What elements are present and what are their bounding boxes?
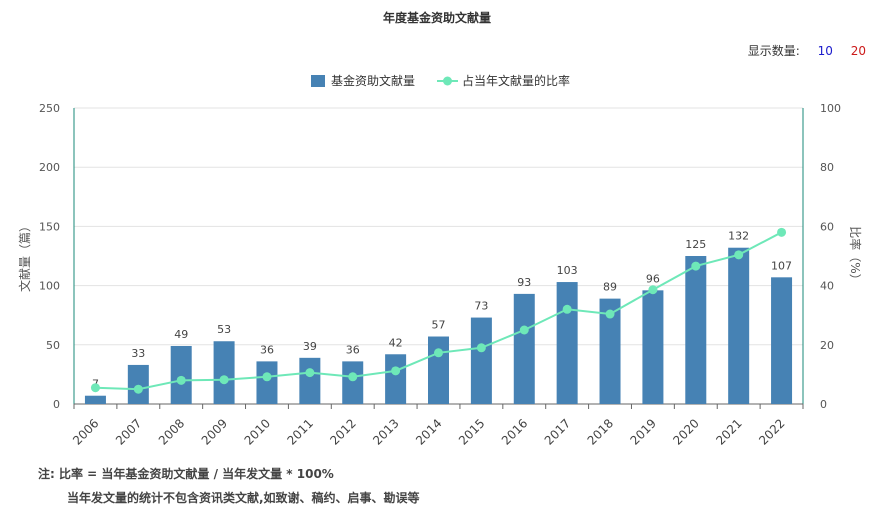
ratio-point bbox=[519, 325, 529, 335]
bar bbox=[385, 354, 407, 404]
bar-data-label: 57 bbox=[432, 319, 446, 332]
bar-data-label: 96 bbox=[646, 272, 660, 285]
ratio-point bbox=[176, 375, 186, 385]
y2-tick-label: 0 bbox=[820, 398, 827, 411]
ratio-point bbox=[262, 372, 272, 382]
bar bbox=[642, 290, 664, 404]
x-tick-label: 2022 bbox=[756, 416, 787, 447]
ratio-point bbox=[90, 383, 100, 393]
bar-data-label: 49 bbox=[174, 328, 188, 341]
bar bbox=[728, 247, 750, 404]
bar bbox=[599, 298, 621, 404]
legend: 基金资助文献量 占当年文献量的比率 bbox=[311, 73, 570, 88]
x-tick-label: 2021 bbox=[713, 416, 744, 447]
bar-data-label: 39 bbox=[303, 340, 317, 353]
legend-swatch-bar bbox=[311, 75, 325, 87]
bar-data-label: 107 bbox=[771, 259, 792, 272]
bar bbox=[84, 395, 106, 404]
x-tick-label: 2019 bbox=[628, 416, 659, 447]
bar bbox=[771, 277, 793, 404]
bar bbox=[513, 293, 535, 404]
bar bbox=[470, 317, 492, 404]
x-tick-label: 2010 bbox=[242, 416, 273, 447]
y2-tick-label: 20 bbox=[820, 339, 834, 352]
x-tick-label: 2018 bbox=[585, 416, 616, 447]
y2-tick-label: 100 bbox=[820, 102, 841, 115]
x-tick-label: 2009 bbox=[199, 416, 230, 447]
ratio-point bbox=[476, 343, 486, 353]
y-tick-label: 250 bbox=[39, 102, 60, 115]
x-tick-label: 2008 bbox=[156, 416, 187, 447]
chart-title: 年度基金资助文献量 bbox=[382, 11, 491, 25]
bar bbox=[556, 282, 578, 404]
bar-data-label: 89 bbox=[603, 281, 617, 294]
bar bbox=[213, 341, 235, 404]
ratio-point bbox=[391, 366, 401, 376]
line-series bbox=[90, 227, 787, 394]
ratio-point bbox=[219, 375, 229, 385]
x-tick-label: 2013 bbox=[370, 416, 401, 447]
bar-data-label: 73 bbox=[474, 300, 488, 313]
legend-label-bar: 基金资助文献量 bbox=[331, 73, 415, 88]
bar bbox=[127, 364, 149, 404]
x-tick-label: 2014 bbox=[413, 416, 444, 447]
y-tick-label: 200 bbox=[39, 161, 60, 174]
x-tick-label: 2011 bbox=[284, 416, 315, 447]
bar-data-label: 93 bbox=[517, 276, 531, 289]
x-tick-label: 2012 bbox=[327, 416, 358, 447]
y-tick-label: 50 bbox=[46, 339, 60, 352]
display-count-selector: 显示数量: 10 20 bbox=[748, 42, 866, 59]
ratio-point bbox=[434, 348, 443, 358]
display-count-label: 显示数量: bbox=[747, 44, 800, 58]
x-tick-label: 2020 bbox=[670, 416, 701, 447]
grid-lines bbox=[74, 107, 803, 346]
bar-series bbox=[84, 247, 793, 404]
bar-data-label: 42 bbox=[389, 336, 403, 349]
legend-label-line: 占当年文献量的比率 bbox=[462, 73, 570, 88]
x-tick-label: 2007 bbox=[113, 416, 144, 447]
bar bbox=[685, 256, 707, 404]
y2-tick-label: 80 bbox=[820, 161, 834, 174]
ratio-point bbox=[777, 227, 787, 237]
y-tick-label: 150 bbox=[39, 220, 60, 233]
y2-tick-label: 60 bbox=[820, 220, 834, 233]
x-tick-label: 2006 bbox=[70, 416, 101, 447]
bar bbox=[170, 345, 192, 404]
bar-data-label: 36 bbox=[346, 343, 360, 356]
y-tick-label: 100 bbox=[39, 280, 60, 293]
ratio-point bbox=[605, 309, 615, 319]
y2-axis-title: 比率（%） bbox=[848, 226, 863, 285]
bar-data-label: 132 bbox=[728, 230, 749, 243]
legend-swatch-point bbox=[443, 76, 452, 86]
x-tick-label: 2016 bbox=[499, 416, 530, 447]
display-option-20[interactable]: 20 bbox=[850, 44, 866, 58]
x-tick-label: 2017 bbox=[542, 416, 573, 447]
bar bbox=[342, 361, 364, 404]
ratio-point bbox=[734, 250, 744, 260]
bar bbox=[299, 357, 321, 404]
footnote-ratio-formula: 注: 比率 = 当年基金资助文献量 / 当年发文量 * 100% bbox=[38, 467, 334, 481]
ratio-point bbox=[348, 372, 358, 382]
footnote-exclusions: 当年发文量的统计不包含资讯类文献,如致谢、稿约、启事、勘误等 bbox=[67, 491, 420, 505]
display-option-10[interactable]: 10 bbox=[817, 44, 833, 58]
bar-line-chart: 0 50 100 150 200 250 0 20 40 60 80 100 2006 2007 2008 2… bbox=[17, 73, 863, 448]
bar bbox=[256, 361, 278, 404]
bar-data-label: 125 bbox=[685, 238, 706, 251]
y2-tick-label: 40 bbox=[820, 280, 834, 293]
ratio-point bbox=[562, 304, 572, 314]
bar-data-label: 53 bbox=[217, 323, 231, 336]
x-tick-label: 2015 bbox=[456, 416, 487, 447]
ratio-point bbox=[691, 261, 701, 271]
bar bbox=[428, 336, 449, 404]
ratio-point bbox=[133, 384, 143, 394]
y-axis-title: 文献量（篇） bbox=[17, 220, 32, 292]
bar-data-label: 33 bbox=[131, 347, 145, 360]
bar-data-label: 103 bbox=[557, 264, 578, 277]
ratio-point bbox=[648, 285, 658, 295]
ratio-point bbox=[305, 368, 315, 378]
bar-data-label: 36 bbox=[260, 343, 274, 356]
y-tick-label: 0 bbox=[53, 398, 60, 411]
